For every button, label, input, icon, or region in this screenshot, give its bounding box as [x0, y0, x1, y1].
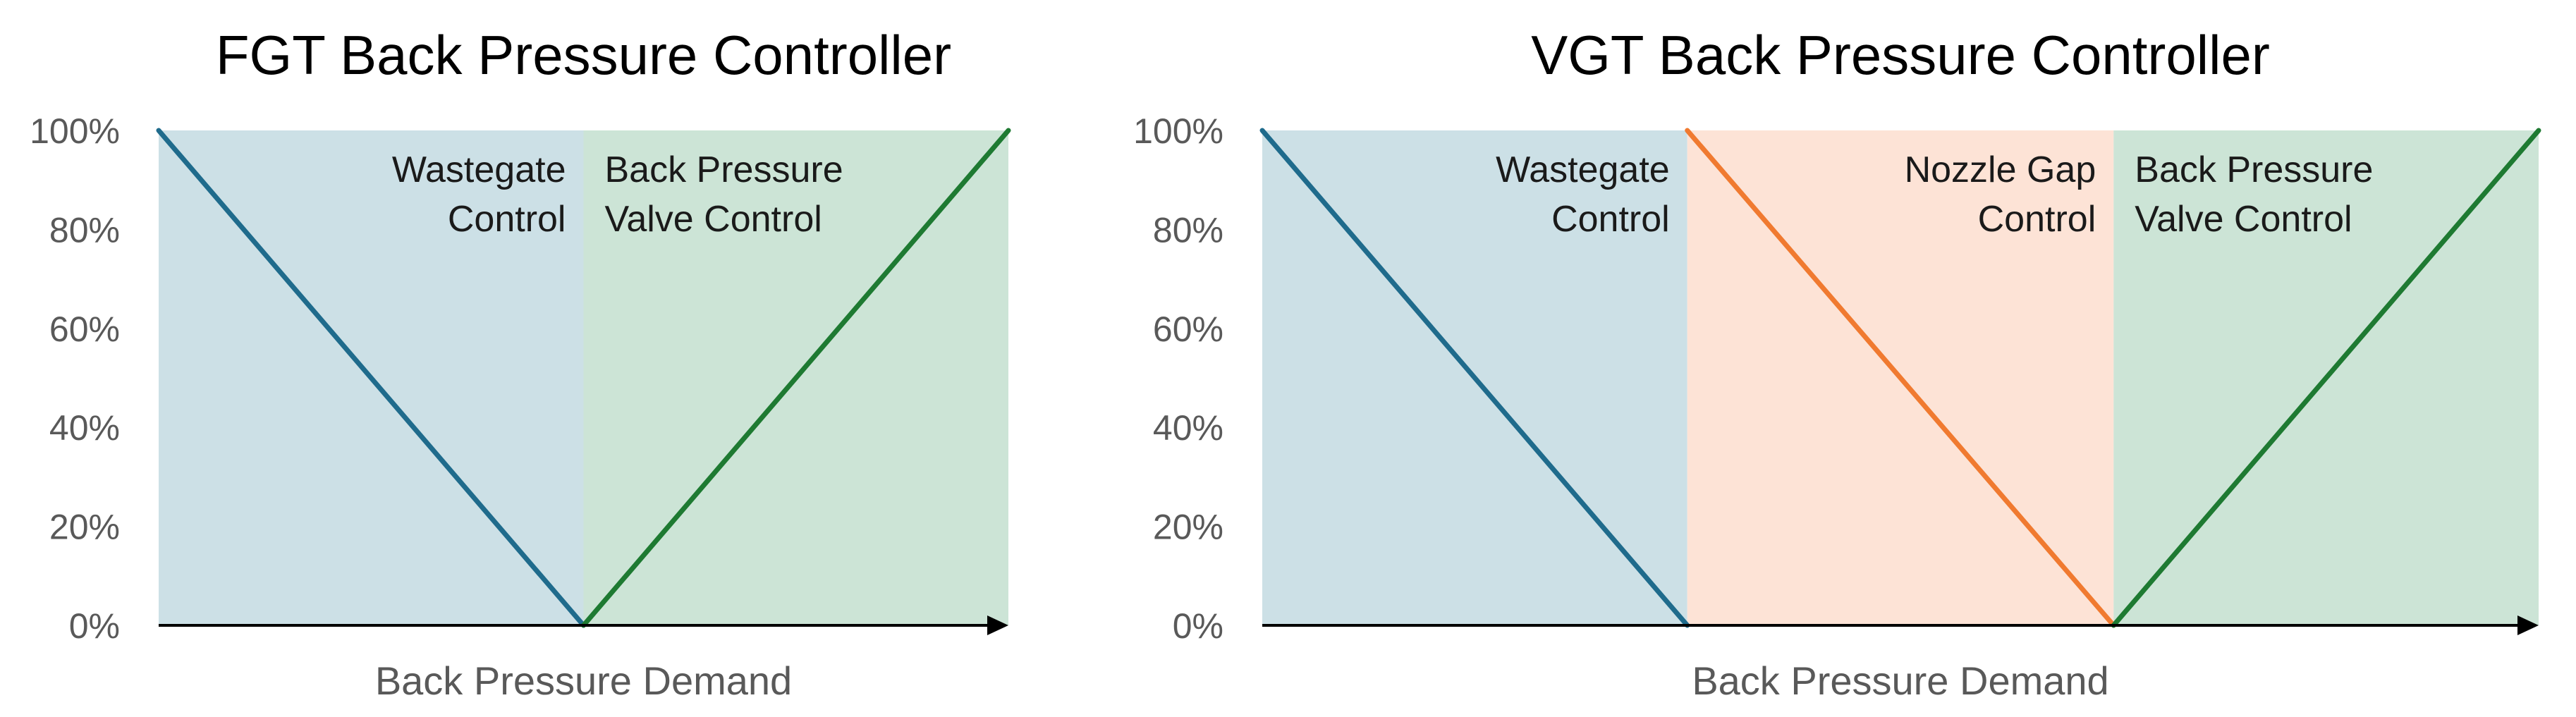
y-tick-label: 0%	[69, 606, 120, 646]
region-label: Control	[448, 199, 566, 240]
y-tick-label: 100%	[1133, 111, 1223, 151]
y-tick-label: 80%	[49, 210, 120, 250]
region-label: Control	[1978, 199, 2096, 240]
y-tick-label: 60%	[1153, 310, 1223, 349]
y-tick-label: 40%	[49, 408, 120, 448]
region-label: Valve Control	[2135, 199, 2352, 240]
x-axis-arrow-icon	[2517, 615, 2539, 635]
y-tick-label: 0%	[1173, 606, 1223, 646]
y-tick-label: 40%	[1153, 408, 1223, 448]
series-line	[1259, 128, 1690, 628]
region-label: Wastegate	[392, 149, 566, 190]
vgt-chart: Wastegate Control Nozzle Gap Control Back Pr…	[1133, 24, 2541, 703]
y-tick-label: 60%	[49, 310, 120, 349]
region-label: Nozzle Gap	[1905, 149, 2096, 190]
chart-title: VGT Back Pressure Controller	[1531, 24, 2270, 86]
series-line	[1685, 128, 2116, 628]
y-tick-label: 80%	[1153, 210, 1223, 250]
x-axis-label: Back Pressure Demand	[1692, 658, 2108, 703]
region-label: Back Pressure	[2135, 149, 2373, 190]
region-label: Valve Control	[605, 199, 822, 240]
series-line	[2111, 128, 2541, 628]
series-line	[581, 128, 1011, 628]
y-tick-label: 20%	[1153, 508, 1223, 547]
y-tick-label: 20%	[49, 508, 120, 547]
chart-title: FGT Back Pressure Controller	[216, 24, 951, 86]
series-line	[156, 128, 586, 628]
region-label: Control	[1551, 199, 1670, 240]
x-axis-arrow-icon	[987, 615, 1008, 635]
y-tick-label: 100%	[30, 111, 120, 151]
region-label: Back Pressure	[605, 149, 843, 190]
x-axis-label: Back Pressure Demand	[375, 658, 792, 703]
fgt-chart: Wastegate Control Back Pressure Valve Contr…	[30, 24, 1011, 703]
region-label: Wastegate	[1496, 149, 1670, 190]
